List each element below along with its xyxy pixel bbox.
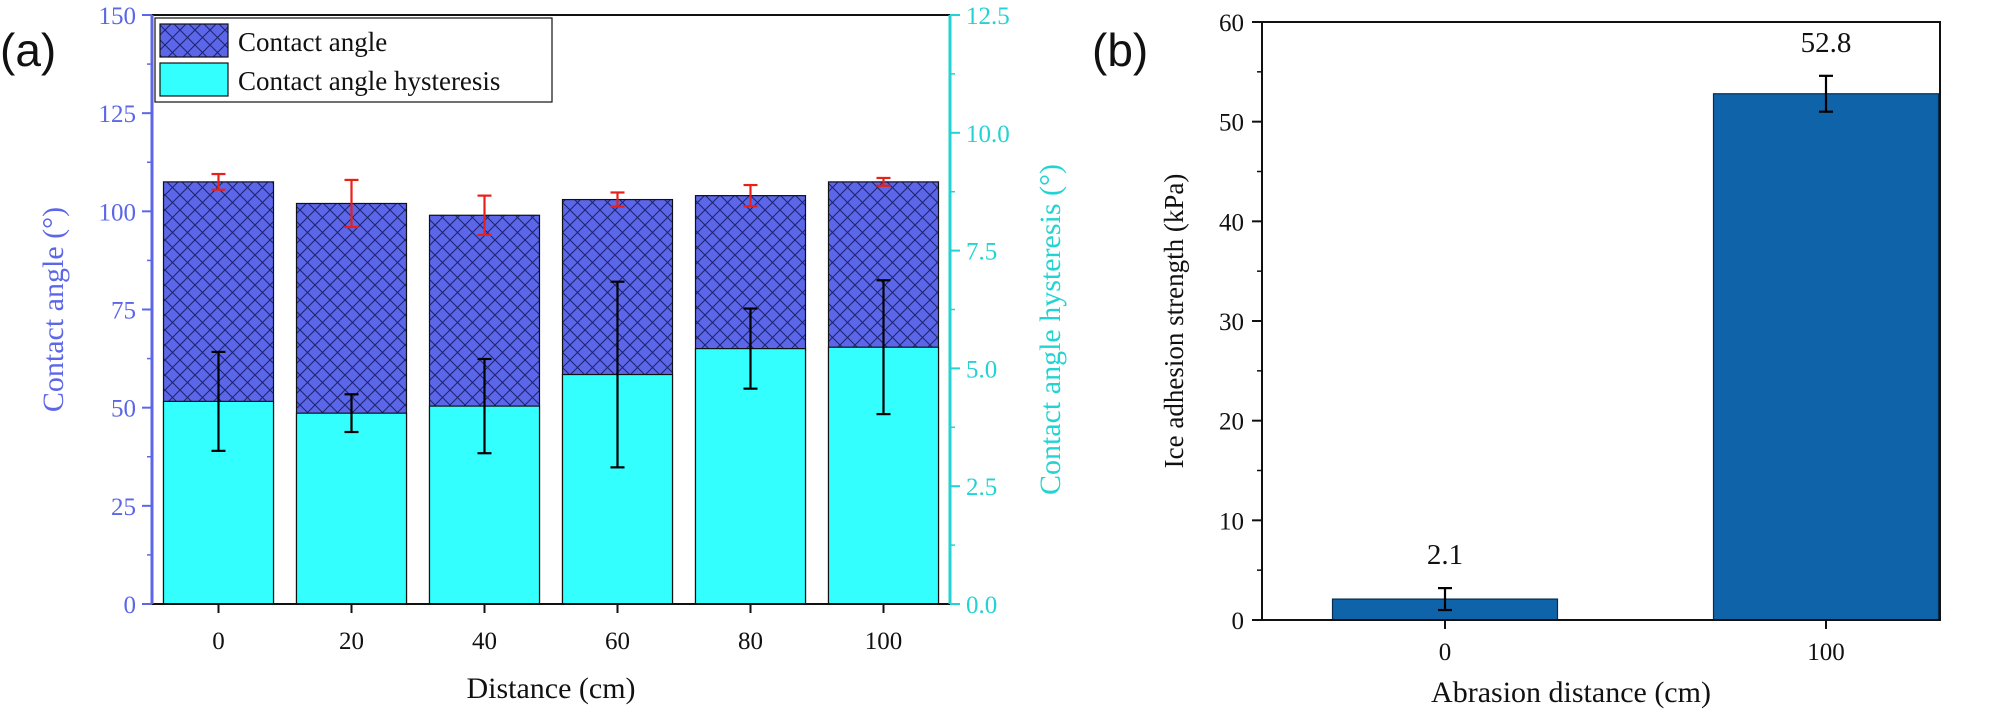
y-tick-label: 40 xyxy=(1219,209,1244,236)
right-y-tick-label: 12.5 xyxy=(966,3,1010,30)
right-y-tick-label: 10.0 xyxy=(966,121,1010,148)
ice-adhesion-error-bar xyxy=(1438,587,1452,612)
x-tick-label: 60 xyxy=(605,628,630,655)
hysteresis-error-bar xyxy=(743,307,758,390)
y-tick-label: 10 xyxy=(1219,508,1244,535)
hysteresis-error-bar xyxy=(477,357,492,455)
x-tick-label: 40 xyxy=(472,628,497,655)
hysteresis-error-bar xyxy=(610,280,625,469)
hysteresis-error-bar xyxy=(211,350,226,452)
ice-adhesion-error-bar xyxy=(1819,74,1833,113)
y-tick-label: 30 xyxy=(1219,309,1244,336)
right-y-tick-label: 2.5 xyxy=(966,474,997,501)
left-y-axis-title: Contact angle (°) xyxy=(37,207,70,412)
left-y-tick-label: 100 xyxy=(99,199,137,226)
y-tick-label: 60 xyxy=(1219,10,1244,37)
left-y-tick-label: 25 xyxy=(111,494,136,521)
x-tick-label: 0 xyxy=(212,628,225,655)
left-y-tick-label: 150 xyxy=(99,3,137,30)
contact-angle-error-bar xyxy=(344,178,359,229)
x-tick-label: 20 xyxy=(339,628,364,655)
ice-adhesion-bar xyxy=(1712,93,1940,621)
left-y-tick-label: 125 xyxy=(99,101,137,128)
chart-panel-b: (b) 2.1 52.8 0 10 20 30 40 50 60 0 100 Abrasion dist… xyxy=(1092,10,1941,709)
y-tick-label: 50 xyxy=(1219,110,1244,137)
contact-angle-error-bar xyxy=(477,194,492,236)
legend-label-contact-angle: Contact angle xyxy=(238,27,387,57)
chart-panel-a: (a) 0 25 50 75 100 125 150 0.0 2.5 5.0 7.5 10.0 12.5 0… xyxy=(0,3,1067,705)
left-y-tick-label: 0 xyxy=(124,592,137,619)
contact-angle-error-bar xyxy=(610,191,625,208)
legend-swatch-contact-angle xyxy=(159,23,229,58)
right-y-axis-title: Contact angle hysteresis (°) xyxy=(1034,164,1067,495)
right-y-tick-label: 0.0 xyxy=(966,592,997,619)
panel-label-b: (b) xyxy=(1092,24,1148,76)
y-axis-title: Ice adhesion strength (kPa) xyxy=(1159,174,1189,469)
right-y-tick-label: 5.0 xyxy=(966,356,997,383)
y-tick-label: 0 xyxy=(1232,608,1245,635)
contact-angle-error-bar xyxy=(876,176,891,187)
hysteresis-error-bar xyxy=(876,279,891,416)
panel-label-a: (a) xyxy=(0,24,56,76)
y-tick-label: 20 xyxy=(1219,409,1244,436)
x-tick-label: 80 xyxy=(738,628,763,655)
hysteresis-bar xyxy=(295,412,408,605)
hysteresis-error-bar xyxy=(344,393,359,434)
left-y-tick-label: 75 xyxy=(111,298,136,325)
x-tick-label: 100 xyxy=(1807,639,1845,666)
x-axis-title: Abrasion distance (cm) xyxy=(1431,676,1711,709)
right-y-tick-label: 7.5 xyxy=(966,239,997,266)
legend-swatch-hysteresis xyxy=(159,62,229,97)
contact-angle-error-bar xyxy=(743,183,758,208)
data-label: 52.8 xyxy=(1801,27,1852,59)
left-y-tick-label: 50 xyxy=(111,396,136,423)
legend-label-hysteresis: Contact angle hysteresis xyxy=(238,66,500,96)
legend: Contact angle Contact angle hysteresis xyxy=(154,17,553,103)
x-tick-label: 100 xyxy=(865,628,903,655)
data-label: 2.1 xyxy=(1427,539,1463,571)
x-tick-label: 0 xyxy=(1439,639,1452,666)
x-axis-title: Distance (cm) xyxy=(466,672,635,705)
contact-angle-error-bar xyxy=(211,172,226,191)
